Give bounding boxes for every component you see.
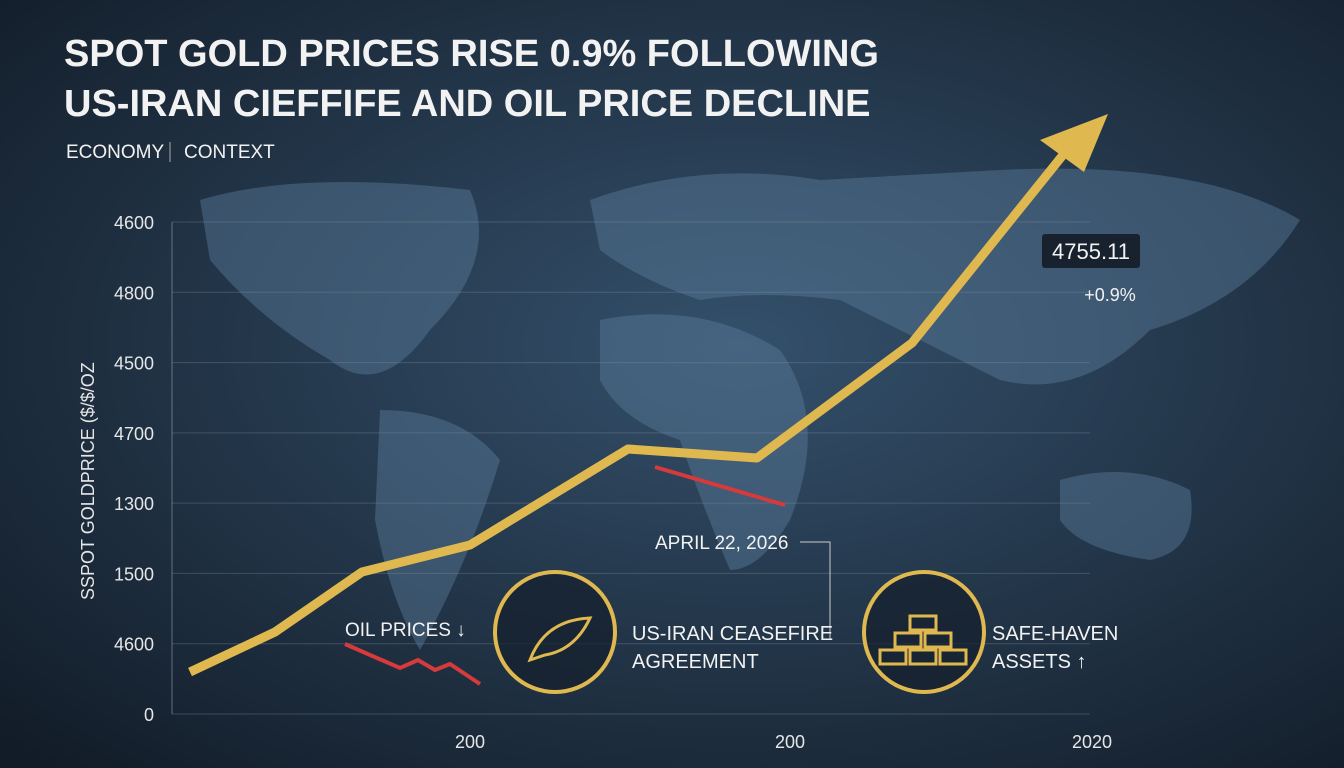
tag: ECONOMY [66, 142, 165, 163]
y-tick-label: 1500 [114, 564, 154, 584]
y-tick-label: 1300 [114, 494, 154, 514]
ceasefire-label: AGREEMENT [632, 651, 759, 673]
ceasefire-label: US-IRAN CEASEFIRE [632, 623, 833, 645]
y-tick-label: 4700 [114, 424, 154, 444]
x-tick-label: 200 [775, 732, 805, 752]
grid [172, 221, 1090, 715]
x-tick-label: 200 [455, 732, 485, 752]
y-tick-label: 4800 [114, 283, 154, 303]
date: APRIL 22, 2026 [655, 533, 788, 554]
price: 4755.11 [1052, 239, 1130, 264]
y-tick-label: 4600 [114, 213, 154, 233]
price-box [1042, 234, 1140, 268]
gold-price-line [188, 137, 1079, 677]
haven-label: ASSETS ↑ [992, 651, 1086, 673]
oil-line [654, 465, 786, 507]
y-tick-label: 4600 [114, 635, 154, 655]
y-tick-label: 4500 [114, 354, 154, 374]
title-line: US-IRAN CIEFFIFE AND OIL PRICE DECLINE [64, 83, 870, 125]
y-axis-title: SSPOT GOLDPRICE ($/$/OZ [78, 362, 98, 600]
gold-bars [878, 614, 968, 666]
arrow-head [1040, 114, 1108, 172]
leader-line [800, 541, 831, 640]
tag: CONTEXT [184, 142, 275, 163]
dove [527, 616, 593, 663]
ceasefire-icon [493, 570, 617, 694]
x-tick-label: 2020 [1072, 732, 1112, 752]
world-map [200, 168, 1300, 650]
haven-label: SAFE-HAVEN [992, 623, 1118, 645]
title-line: SPOT GOLD PRICES RISE 0.9% FOLLOWING [64, 33, 879, 75]
oil-line [344, 642, 482, 686]
y-tick-label: 0 [144, 705, 154, 725]
change: +0.9% [1084, 285, 1136, 305]
oil-label: OIL PRICES ↓ [345, 620, 466, 641]
